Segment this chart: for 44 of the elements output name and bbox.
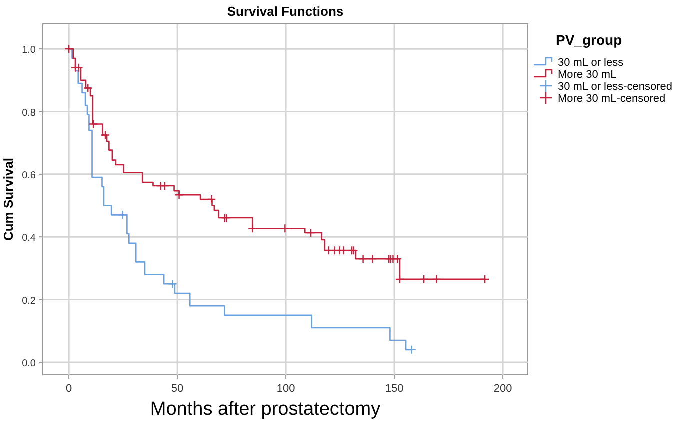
x-axis-title: Months after prostatectomy xyxy=(150,399,382,420)
point xyxy=(358,254,368,264)
point xyxy=(280,224,290,234)
x-tick-label: 100 xyxy=(276,383,296,395)
x-tick-label: 150 xyxy=(385,383,404,395)
x-tick-label: 50 xyxy=(171,383,184,395)
chart-title: Survival Functions xyxy=(227,4,344,19)
point xyxy=(174,190,184,200)
legend-label: 30 mL or less-censored xyxy=(558,81,673,93)
legend-label: 30 mL or less xyxy=(558,57,624,69)
point xyxy=(368,254,378,264)
legend-label: More 30 mL xyxy=(558,69,617,81)
point xyxy=(220,213,230,223)
point xyxy=(480,274,490,284)
x-tick-label: 0 xyxy=(66,383,72,395)
point xyxy=(339,246,348,256)
point xyxy=(64,44,74,54)
point xyxy=(392,254,402,264)
point xyxy=(100,130,110,140)
y-tick-label: 0.2 xyxy=(22,296,36,307)
point xyxy=(168,280,178,289)
point xyxy=(407,345,417,355)
legend-label: More 30 mL-censored xyxy=(558,93,666,105)
point xyxy=(207,194,216,204)
y-tick-label: 0.8 xyxy=(22,108,36,119)
point xyxy=(432,274,442,284)
point xyxy=(248,224,258,234)
point xyxy=(222,213,232,223)
point xyxy=(324,246,334,256)
y-tick-label: 0.4 xyxy=(22,233,36,244)
y-tick-label: 0.0 xyxy=(22,358,36,370)
point xyxy=(74,63,84,72)
y-tick-label: 1.0 xyxy=(22,45,36,56)
point xyxy=(306,228,316,238)
point xyxy=(419,274,429,284)
point xyxy=(160,181,170,191)
point xyxy=(84,84,93,93)
y-tick-label: 0.6 xyxy=(22,170,36,182)
legend-title: PV_group xyxy=(556,32,622,48)
point xyxy=(395,274,405,284)
x-tick-label: 200 xyxy=(494,383,512,395)
point xyxy=(118,210,128,220)
point xyxy=(88,120,98,129)
y-axis-title: Cum Survival xyxy=(1,158,16,242)
